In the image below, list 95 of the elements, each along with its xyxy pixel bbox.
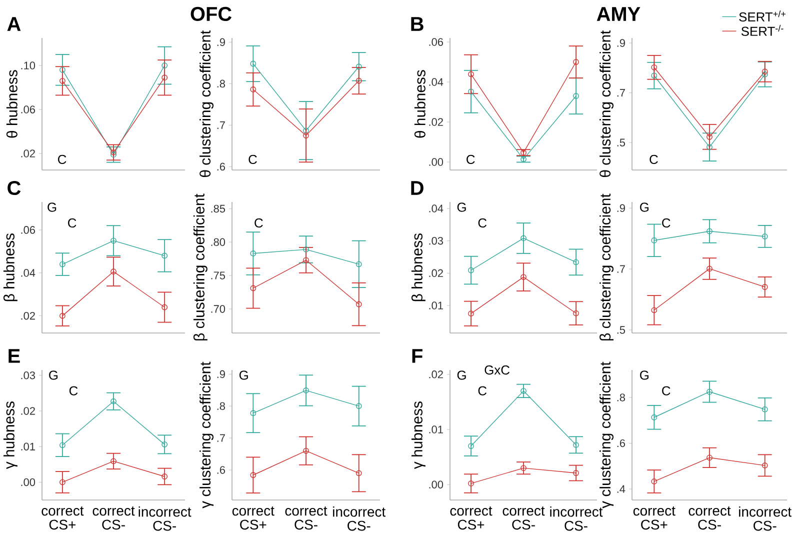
y-tick-label: .75 [211, 272, 226, 280]
y-tick-label: .06 [429, 38, 444, 46]
y-tick-label: .10 [21, 62, 36, 70]
y-tick-label: .8 [617, 394, 626, 402]
text: B [411, 17, 424, 31]
y-tick-label: .4 [617, 485, 626, 493]
x-tick-label: correct CS+ [450, 506, 492, 530]
x-tick-label: correct CS+ [42, 506, 84, 530]
x-tick-label: correct CS- [285, 506, 328, 530]
y-tick-label: .03 [21, 371, 36, 380]
x-tick-label: incorrect CS- [138, 506, 192, 531]
annotation: C [662, 386, 670, 396]
y-tick-label: .6 [617, 439, 626, 448]
y-tick-label: .9 [617, 204, 625, 212]
x-tick-label: correct CS+ [633, 506, 676, 530]
text: C [8, 180, 21, 196]
y-tick-label: .6 [217, 162, 226, 171]
x-tick-label: incorrect CS- [550, 506, 603, 531]
y-tick-label: .6 [217, 466, 226, 474]
y-tick-label: .8 [217, 80, 226, 88]
x-tick-label: incorrect CS- [333, 506, 386, 531]
y-tick-label: .5 [617, 138, 626, 146]
x-tick-label: incorrect CS- [739, 506, 792, 531]
y-tick-label: .01 [21, 442, 35, 450]
annotation: G [49, 370, 58, 380]
y-tick-label: .00 [21, 478, 36, 486]
annotation: C [662, 218, 670, 228]
y-axis-title: θ clustering coefficient [600, 30, 614, 178]
y-axis-title: γ hubness [3, 402, 18, 470]
annotation: C [248, 154, 257, 164]
y-tick-label: .7 [617, 89, 625, 97]
y-tick-label: .02 [21, 407, 35, 415]
text: E [8, 349, 20, 363]
x-tick-label: correct CS- [688, 506, 731, 530]
y-axis-title: θ hubness [6, 70, 18, 138]
annotation: G [640, 202, 648, 212]
y-tick-label: .70 [211, 305, 226, 313]
annotation: G [640, 370, 648, 380]
y-axis-title: γ clustering coefficient [200, 362, 214, 508]
y-tick-label: .01 [429, 302, 443, 310]
chart-title: OFC [190, 6, 232, 22]
y-tick-label: .03 [429, 236, 444, 245]
text: F [412, 349, 422, 363]
x-tick-label: correct CS+ [232, 506, 274, 530]
y-tick-label: .7 [617, 265, 625, 273]
y-tick-label: .02 [429, 370, 443, 378]
y-axis-title: θ hubness [414, 70, 426, 138]
y-tick-label: .06 [21, 106, 36, 114]
y-tick-label: .00 [429, 158, 444, 166]
y-tick-label: .02 [429, 118, 443, 126]
y-tick-label: .02 [21, 150, 35, 158]
y-tick-label: .04 [429, 78, 444, 86]
chart-title: AMY [596, 7, 640, 21]
annotation: C [650, 154, 658, 164]
y-axis-title: β clustering coefficient [600, 194, 614, 340]
annotation: C [478, 218, 487, 228]
annotation: C [466, 154, 475, 164]
annotation: G [457, 202, 466, 212]
y-tick-label: .8 [217, 402, 226, 410]
y-tick-label: .02 [21, 312, 35, 320]
y-tick-label: .7 [217, 121, 225, 129]
annotation: GxC [484, 365, 510, 375]
y-axis-title: γ clustering coefficient [600, 362, 614, 508]
annotation: G [457, 370, 466, 380]
y-axis-title: β clustering coefficient [193, 194, 208, 340]
y-tick-label: .80 [211, 238, 226, 246]
y-tick-label: .7 [217, 434, 225, 442]
y-tick-label: .85 [211, 204, 226, 213]
y-tick-label: .02 [429, 269, 443, 278]
y-tick-label: .04 [429, 204, 444, 212]
y-tick-label: .00 [429, 480, 444, 488]
legend-label: SERT$^{-/-}$ [741, 24, 784, 36]
text: D [411, 181, 424, 195]
y-tick-label: .9 [617, 39, 625, 47]
annotation: G [239, 370, 248, 380]
y-axis-title: β hubness [411, 233, 426, 302]
y-tick-label: .9 [217, 370, 225, 378]
y-tick-label: .9 [217, 38, 225, 46]
y-tick-label: .01 [429, 426, 443, 434]
y-axis-title: γ hubness [411, 402, 426, 470]
annotation: C [58, 154, 66, 164]
y-axis-title: β hubness [3, 233, 18, 302]
annotation: C [68, 218, 76, 228]
legend-label: SERT$^{+/+}$ [739, 10, 786, 22]
y-tick-label: .04 [21, 269, 36, 277]
annotation: G [48, 202, 56, 212]
y-tick-label: .5 [617, 326, 626, 334]
x-tick-label: correct CS- [92, 506, 135, 530]
annotation: C [254, 218, 263, 228]
y-axis-title: θ clustering coefficient [200, 30, 214, 178]
annotation: C [478, 386, 487, 396]
text: A [7, 17, 21, 31]
x-tick-label: correct CS- [502, 506, 545, 530]
y-tick-label: .06 [21, 226, 36, 234]
annotation: C [69, 386, 78, 396]
